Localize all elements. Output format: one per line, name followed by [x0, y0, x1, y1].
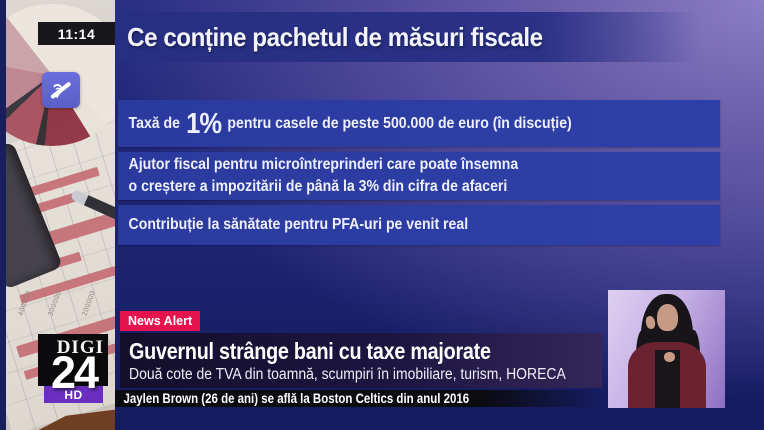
tax-prefix-text: Taxă de: [128, 114, 180, 132]
clock-time-badge: 11:14: [38, 22, 115, 45]
time-text: 11:14: [57, 25, 96, 42]
health-contribution-text: Contribuție la sănătate pentru PFA-uri p…: [128, 216, 469, 233]
tax-suffix-text: pentru casele de peste 500.000 de euro (…: [227, 114, 572, 132]
logo-hd-bar: HD: [44, 386, 103, 403]
ear-slash-glyph: [50, 82, 71, 99]
info-box-health-contribution: Contribuție la sănătate pentru PFA-uri p…: [118, 205, 720, 245]
interpreter-face: [657, 304, 678, 331]
subheadline-text: Două cote de TVA din toamnă, scumpiri în…: [129, 366, 566, 383]
info-box-micro-enterprises: Ajutor fiscal pentru microîntreprinderi …: [118, 152, 720, 200]
interpreter-hand: [664, 352, 675, 362]
digi24-hd-logo: DIGI 24 HD: [38, 334, 108, 403]
logo-black-box: DIGI 24: [38, 334, 108, 395]
headline-box: Guvernul strânge bani cu taxe majorate D…: [120, 333, 602, 388]
headline-text: Guvernul strânge bani cu taxe majorate: [129, 338, 491, 364]
news-ticker: Jaylen Brown (26 de ani) se află la Bost…: [115, 390, 600, 407]
tax-percentage-highlight: 1%: [186, 107, 222, 140]
info-box-property-tax: Taxă de 1% pentru casele de peste 500.00…: [118, 100, 720, 147]
news-alert-badge: News Alert: [120, 311, 201, 331]
micro-line-2: o creștere a impozitării de până la 3% d…: [128, 178, 508, 195]
sign-language-interpreter-panel: [608, 290, 725, 408]
logo-hd-text: HD: [64, 387, 83, 402]
page-title: Ce conține pachetul de măsuri fiscale: [127, 21, 543, 52]
micro-line-1: Ajutor fiscal pentru microîntreprinderi …: [128, 156, 519, 173]
title-band: Ce conține pachetul de măsuri fiscale: [115, 12, 700, 62]
screen-left-edge: [0, 0, 6, 430]
logo-number-text: 24: [50, 347, 99, 398]
deaf-sign-language-icon: [42, 72, 80, 108]
logo-brand-text: DIGI: [56, 337, 104, 358]
ticker-text: Jaylen Brown (26 de ani) se află la Bost…: [123, 391, 470, 406]
